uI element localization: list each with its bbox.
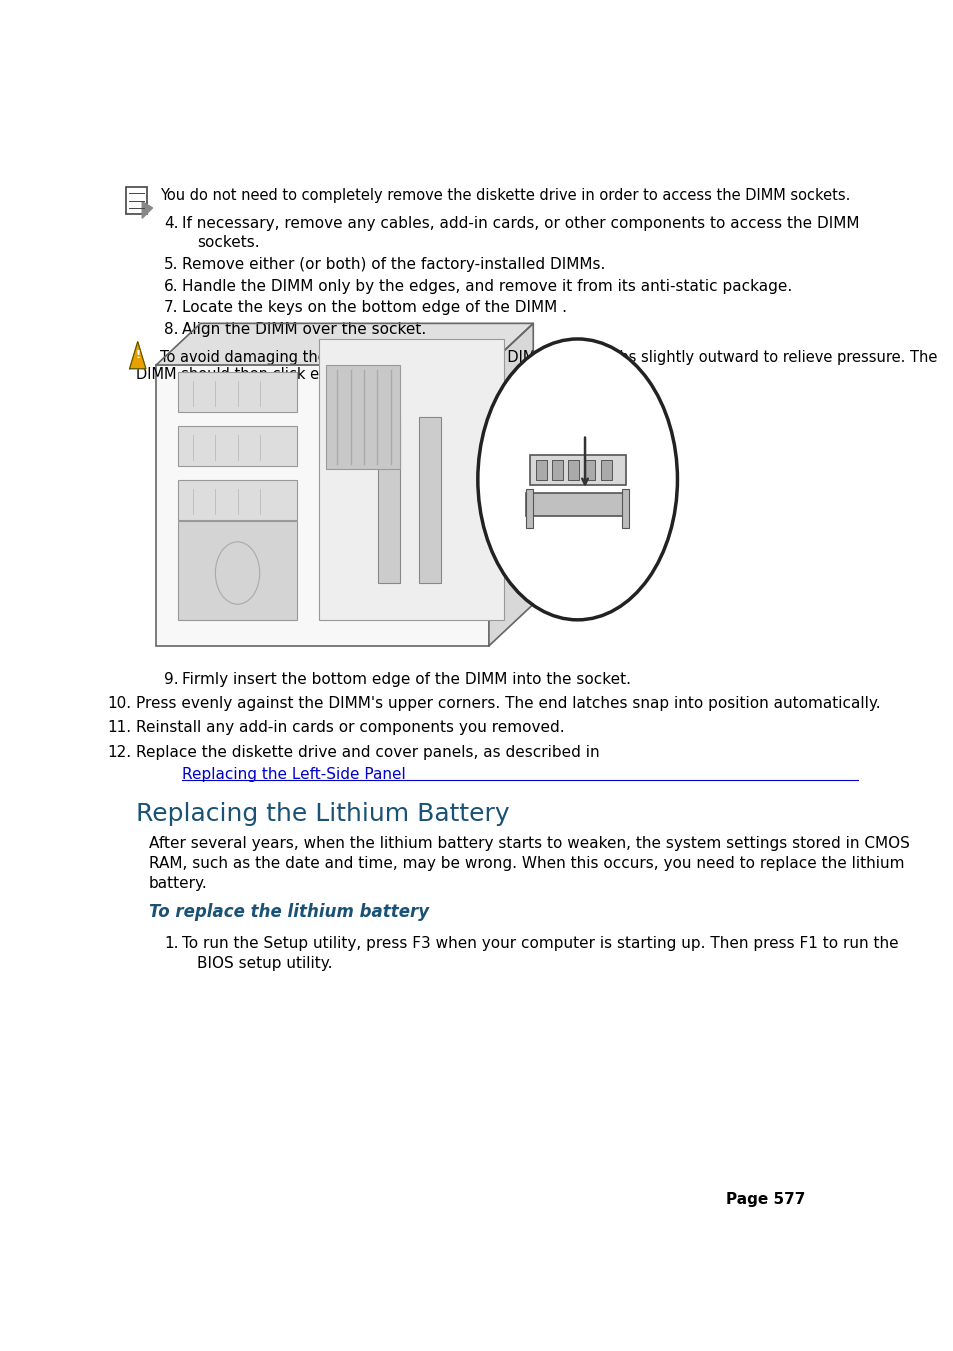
Text: !: ! <box>135 350 140 359</box>
FancyBboxPatch shape <box>156 365 488 646</box>
FancyBboxPatch shape <box>583 459 595 481</box>
Text: Remove either (or both) of the factory-installed DIMMs.: Remove either (or both) of the factory-i… <box>182 257 605 272</box>
FancyBboxPatch shape <box>529 455 625 485</box>
Circle shape <box>477 339 677 620</box>
Text: Replacing the Left-Side Panel: Replacing the Left-Side Panel <box>182 766 405 781</box>
Polygon shape <box>156 323 533 365</box>
Text: 6.: 6. <box>164 278 178 293</box>
FancyBboxPatch shape <box>551 459 562 481</box>
FancyBboxPatch shape <box>377 417 400 584</box>
FancyBboxPatch shape <box>418 417 440 584</box>
Text: 11.: 11. <box>108 720 132 735</box>
Text: After several years, when the lithium battery starts to weaken, the system setti: After several years, when the lithium ba… <box>149 836 909 851</box>
Text: 7.: 7. <box>164 300 178 316</box>
Text: battery.: battery. <box>149 875 208 890</box>
FancyBboxPatch shape <box>621 489 629 528</box>
Text: To run the Setup utility, press F3 when your computer is starting up. Then press: To run the Setup utility, press F3 when … <box>182 936 898 951</box>
Polygon shape <box>130 342 146 369</box>
FancyBboxPatch shape <box>525 493 629 516</box>
FancyBboxPatch shape <box>178 427 296 466</box>
FancyBboxPatch shape <box>178 521 296 620</box>
Text: sockets.: sockets. <box>196 235 259 250</box>
Polygon shape <box>142 201 152 219</box>
Text: DIMM should then click easily into place.: DIMM should then click easily into place… <box>135 367 434 382</box>
Text: Handle the DIMM only by the edges, and remove it from its anti-static package.: Handle the DIMM only by the edges, and r… <box>182 278 792 293</box>
FancyBboxPatch shape <box>178 373 296 412</box>
Text: To replace the lithium battery: To replace the lithium battery <box>149 902 429 921</box>
Text: 9.: 9. <box>164 671 178 686</box>
Text: 1.: 1. <box>164 936 178 951</box>
Text: Firmly insert the bottom edge of the DIMM into the socket.: Firmly insert the bottom edge of the DIM… <box>182 671 631 686</box>
Text: Page 577: Page 577 <box>724 1192 804 1206</box>
Text: 10.: 10. <box>108 696 132 711</box>
Text: You do not need to completely remove the diskette drive in order to access the D: You do not need to completely remove the… <box>160 188 849 203</box>
Polygon shape <box>488 323 533 646</box>
Text: Locate the keys on the bottom edge of the DIMM .: Locate the keys on the bottom edge of th… <box>182 300 566 316</box>
Text: Replacing the Lithium Battery: Replacing the Lithium Battery <box>135 802 509 825</box>
FancyBboxPatch shape <box>535 459 546 481</box>
Text: BIOS setup utility.: BIOS setup utility. <box>196 957 332 971</box>
Text: If necessary, remove any cables, add-in cards, or other components to access the: If necessary, remove any cables, add-in … <box>182 216 859 231</box>
Text: 5.: 5. <box>164 257 178 272</box>
FancyBboxPatch shape <box>525 489 533 528</box>
FancyBboxPatch shape <box>178 481 296 520</box>
FancyBboxPatch shape <box>126 186 147 213</box>
Text: 8.: 8. <box>164 323 178 338</box>
Text: 12.: 12. <box>108 744 132 759</box>
FancyBboxPatch shape <box>326 365 400 469</box>
FancyBboxPatch shape <box>600 459 611 481</box>
Text: Replace the diskette drive and cover panels, as described in: Replace the diskette drive and cover pan… <box>135 744 603 759</box>
Text: Press evenly against the DIMM's upper corners. The end latches snap into positio: Press evenly against the DIMM's upper co… <box>135 696 880 711</box>
Text: 4.: 4. <box>164 216 178 231</box>
FancyBboxPatch shape <box>318 339 503 620</box>
FancyBboxPatch shape <box>567 459 578 481</box>
Text: To avoid damaging the DIMM socket, move the DIMM socket tabs slightly outward to: To avoid damaging the DIMM socket, move … <box>160 350 936 365</box>
Text: Reinstall any add-in cards or components you removed.: Reinstall any add-in cards or components… <box>135 720 563 735</box>
Text: RAM, such as the date and time, may be wrong. When this occurs, you need to repl: RAM, such as the date and time, may be w… <box>149 857 903 871</box>
Text: Align the DIMM over the socket.: Align the DIMM over the socket. <box>182 323 426 338</box>
